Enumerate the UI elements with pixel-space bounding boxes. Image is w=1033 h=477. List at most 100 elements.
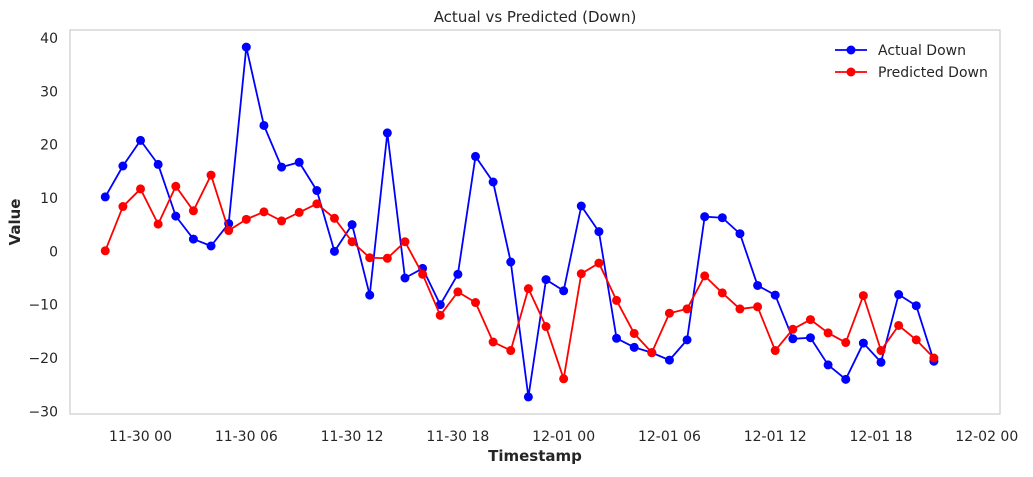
x-tick-label: 12-01 12 <box>744 429 807 445</box>
data-point <box>118 161 128 171</box>
data-point <box>805 315 815 325</box>
data-point <box>488 337 498 347</box>
plot-area-frame <box>69 29 1001 415</box>
data-point <box>435 300 445 310</box>
x-tick-label: 11-30 12 <box>321 429 384 445</box>
x-tick-label: 11-30 18 <box>426 429 489 445</box>
data-point <box>188 234 198 244</box>
data-point <box>629 342 639 352</box>
data-point <box>206 241 216 251</box>
data-point <box>453 269 463 279</box>
data-point <box>700 271 710 281</box>
y-axis-label: Value <box>6 199 24 246</box>
data-point <box>541 322 551 332</box>
data-point <box>206 170 216 180</box>
legend-label: Predicted Down <box>878 65 988 81</box>
data-point <box>594 227 604 237</box>
data-point <box>717 288 727 298</box>
data-point <box>805 333 815 343</box>
data-point <box>277 162 287 172</box>
data-point <box>929 353 939 363</box>
data-point <box>576 201 586 211</box>
legend-item: Actual Down <box>835 43 966 59</box>
data-point <box>682 304 692 314</box>
data-point <box>559 374 569 384</box>
data-point <box>788 334 798 344</box>
y-tick-label: 30 <box>40 84 58 100</box>
y-tick-label: 20 <box>40 138 58 154</box>
data-point <box>841 338 851 348</box>
y-tick-label: −20 <box>28 351 58 367</box>
data-point <box>435 310 445 320</box>
data-point <box>171 181 181 191</box>
legend-label: Actual Down <box>878 43 966 59</box>
data-point <box>559 286 569 296</box>
data-point <box>594 258 604 268</box>
data-point <box>365 290 375 300</box>
data-point <box>329 213 339 223</box>
data-point <box>700 212 710 222</box>
y-tick-label: 10 <box>40 191 58 207</box>
data-point <box>294 207 304 217</box>
data-point <box>294 157 304 167</box>
data-point <box>770 346 780 356</box>
legend-item: Predicted Down <box>835 65 988 81</box>
data-point <box>612 333 622 343</box>
chart-title: Actual vs Predicted (Down) <box>434 8 637 26</box>
data-point <box>224 226 234 236</box>
data-point <box>329 246 339 256</box>
data-point <box>347 237 357 247</box>
data-point <box>118 202 128 212</box>
data-point <box>894 290 904 300</box>
data-point <box>523 284 533 294</box>
series-layer <box>100 42 939 402</box>
data-point <box>418 269 428 279</box>
series-predicted-down <box>100 170 939 384</box>
data-point <box>647 348 657 358</box>
data-point <box>382 128 392 138</box>
data-point <box>823 360 833 370</box>
data-point <box>188 206 198 216</box>
data-point <box>471 298 480 308</box>
y-tick-label: 40 <box>40 31 58 47</box>
data-point <box>823 328 833 338</box>
x-axis-label: Timestamp <box>488 447 582 465</box>
series-actual-down <box>100 42 939 402</box>
x-tick-label: 12-01 06 <box>638 429 701 445</box>
data-point <box>400 273 410 283</box>
data-point <box>400 237 410 247</box>
data-point <box>382 253 392 263</box>
data-point <box>576 269 586 279</box>
x-tick-label: 11-30 00 <box>109 429 172 445</box>
data-point <box>735 304 745 314</box>
data-point <box>153 159 163 169</box>
data-point <box>717 213 727 223</box>
data-point <box>365 253 375 263</box>
data-point <box>259 120 269 130</box>
y-tick-label: −30 <box>28 404 58 420</box>
data-point <box>841 374 851 384</box>
data-point <box>312 186 322 196</box>
data-point <box>506 346 516 356</box>
data-point <box>347 220 357 230</box>
data-point <box>523 392 533 402</box>
data-point <box>136 184 146 194</box>
x-tick-label: 12-01 00 <box>532 429 595 445</box>
data-point <box>753 280 763 290</box>
data-point <box>894 320 904 330</box>
x-tick-label: 12-01 18 <box>850 429 913 445</box>
data-point <box>911 335 921 345</box>
data-point <box>171 211 181 221</box>
data-point <box>241 214 251 224</box>
legend-swatch-marker <box>846 67 856 77</box>
x-axis-ticks: 11-30 00 11-30 06 11-30 12 11-30 18 12-01 00… <box>109 429 1018 445</box>
data-point <box>453 287 463 297</box>
data-point <box>735 229 745 239</box>
data-point <box>277 216 287 226</box>
x-tick-label: 11-30 06 <box>215 429 278 445</box>
data-point <box>858 338 868 348</box>
data-point <box>100 246 110 256</box>
data-point <box>753 302 763 312</box>
data-point <box>911 301 921 311</box>
data-point <box>488 177 498 187</box>
